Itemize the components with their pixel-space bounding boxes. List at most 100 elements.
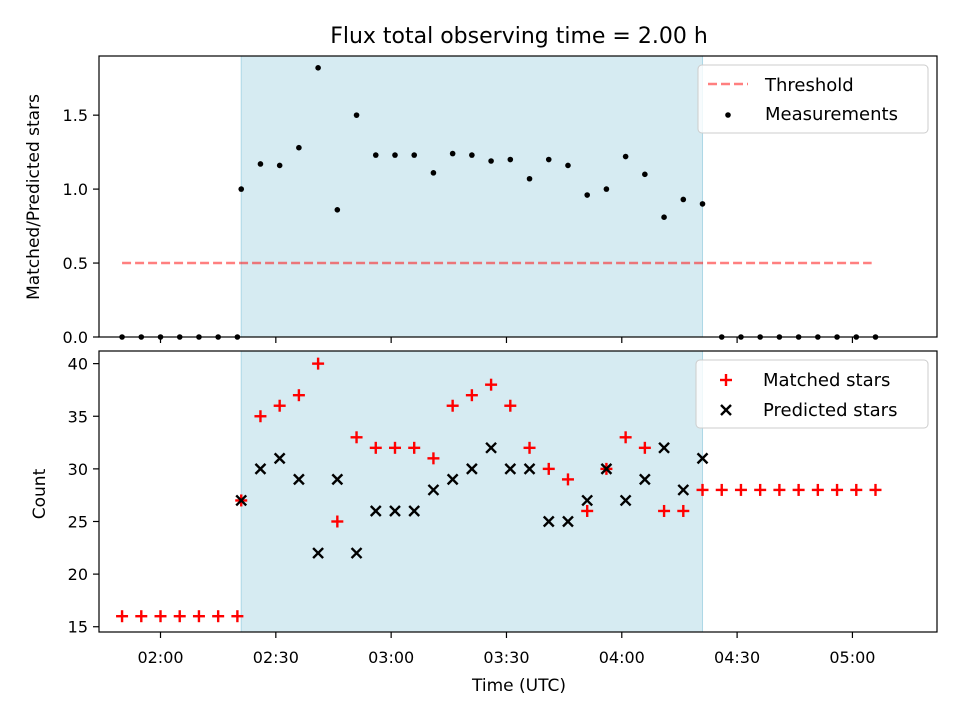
- predicted-star-point: [408, 505, 421, 517]
- measurement-point: [353, 112, 360, 118]
- predicted-star-point: [293, 473, 305, 486]
- predicted-star-point: [504, 463, 517, 475]
- matched-star-point: [504, 399, 517, 412]
- measurement-point: [315, 65, 321, 71]
- bottom-x-tick-label: 02:00: [137, 648, 183, 667]
- matched-star-point: [811, 483, 824, 496]
- matched-star-point: [408, 441, 421, 454]
- legend-measurements-swatch: [725, 112, 731, 118]
- matched-star-point: [465, 389, 478, 402]
- matched-star-point: [154, 610, 167, 623]
- measurement-point: [392, 152, 398, 158]
- predicted-star-point: [331, 473, 344, 486]
- matched-star-point: [369, 441, 382, 454]
- predicted-star-point: [235, 494, 248, 507]
- x-axis-label: Time (UTC): [471, 676, 566, 696]
- bottom-y-tick-label: 30: [68, 460, 88, 479]
- legend-predicted-label: Predicted stars: [763, 400, 897, 421]
- top-y-axis: 0.0 0.5 1.0 1.5: [63, 106, 99, 347]
- matched-star-point: [116, 610, 129, 623]
- predicted-star-point: [312, 547, 324, 559]
- legend-matched-label: Matched stars: [763, 370, 890, 391]
- predicted-star-point: [446, 473, 459, 486]
- bottom-y-tick-label: 15: [68, 618, 88, 637]
- bottom-y-tick-label: 40: [68, 355, 88, 374]
- measurement-point: [603, 186, 610, 192]
- top-panel: 0.0 0.5 1.0 1.5 Matched/Predicted stars Thr…: [24, 55, 938, 347]
- measurement-point: [276, 162, 283, 169]
- matched-star-point: [831, 483, 844, 496]
- matched-star-point: [542, 462, 555, 475]
- predicted-star-point: [523, 463, 536, 475]
- matched-star-point: [192, 610, 205, 623]
- bottom-legend-box: [695, 359, 929, 429]
- matched-star-point: [754, 483, 767, 496]
- legend-measurements-label: Measurements: [765, 104, 898, 125]
- measurement-point: [545, 156, 552, 163]
- predicted-star-point: [600, 463, 613, 475]
- top-y-tick-label: 0.5: [63, 254, 88, 273]
- bottom-y-axis: 15 20 25 30 35 40: [68, 355, 99, 637]
- top-marks: [119, 65, 879, 340]
- legend-predicted-swatch: [720, 404, 732, 416]
- predicted-star-point: [619, 494, 632, 507]
- matched-star-point: [850, 483, 863, 496]
- matched-star-point: [619, 431, 632, 444]
- measurement-point: [469, 152, 475, 158]
- predicted-star-point: [389, 505, 401, 517]
- bottom-y-tick-label: 35: [68, 407, 88, 426]
- matched-star-point: [254, 410, 267, 423]
- matched-star-point: [638, 441, 651, 454]
- figure-title: Flux total observing time = 2.00 h: [330, 24, 708, 49]
- matched-star-point: [715, 483, 728, 496]
- predicted-star-point: [581, 494, 594, 507]
- predicted-star-point: [658, 441, 670, 454]
- predicted-star-point: [273, 452, 286, 465]
- matched-star-point: [485, 378, 498, 391]
- top-legend: Threshold Measurements: [697, 64, 929, 134]
- measurement-point: [661, 214, 667, 221]
- predicted-star-point: [350, 547, 363, 559]
- top-y-tick-label: 1.0: [63, 180, 88, 199]
- matched-star-point: [212, 610, 225, 623]
- predicted-star-point: [254, 463, 267, 475]
- predicted-star-point: [542, 515, 555, 528]
- top-y-tick-label: 1.5: [63, 106, 88, 125]
- matched-star-point: [231, 610, 244, 623]
- top-plot-frame: [98, 55, 938, 338]
- top-y-axis-label: Matched/Predicted stars: [24, 94, 44, 300]
- matched-star-point: [677, 504, 690, 517]
- matched-star-point: [312, 357, 325, 370]
- predicted-star-point: [427, 484, 440, 496]
- bottom-y-tick-label: 20: [68, 565, 88, 584]
- predicted-star-point: [562, 515, 574, 528]
- matched-star-point: [734, 483, 747, 496]
- bottom-x-tick-label: 05:00: [829, 648, 875, 667]
- bottom-x-tick-label: 03:30: [483, 648, 529, 667]
- measurement-point: [488, 158, 494, 164]
- matched-star-point: [658, 504, 671, 517]
- bottom-panel: 15 20 25 30 35 40 02:00 02:30 03:00 03:30 04:00 04…: [30, 350, 938, 667]
- predicted-star-point: [696, 452, 709, 465]
- bottom-legend: Matched stars Predicted stars: [695, 359, 929, 429]
- measurement-point: [565, 162, 571, 169]
- matched-star-point: [561, 473, 574, 486]
- matched-star-point: [292, 389, 305, 402]
- top-legend-box: [697, 64, 929, 134]
- matched-star-point: [581, 504, 594, 517]
- measurement-point: [257, 161, 264, 167]
- matched-star-point: [388, 441, 401, 454]
- matched-star-point: [331, 515, 344, 528]
- top-x-ticks: [159, 337, 854, 343]
- matched-star-point: [869, 483, 882, 496]
- bottom-x-axis: 02:00 02:30 03:00 03:30 04:00 04:30 05:00: [137, 632, 875, 667]
- measurement-point: [680, 196, 687, 203]
- measurement-point: [430, 170, 437, 176]
- bottom-x-tick-label: 04:00: [599, 648, 645, 667]
- measurement-point: [411, 152, 418, 158]
- measurement-point: [526, 175, 533, 182]
- legend-threshold-label: Threshold: [764, 75, 854, 96]
- bottom-plot-frame: [98, 350, 938, 633]
- bottom-x-tick-label: 04:30: [714, 648, 760, 667]
